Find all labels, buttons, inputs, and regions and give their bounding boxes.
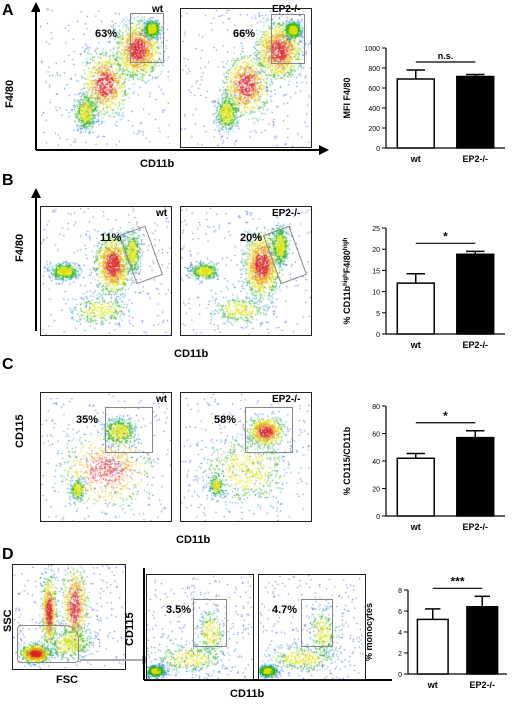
panel-c-wt-percent: 35% <box>76 414 99 426</box>
gate <box>105 407 153 453</box>
panel-a-wt-plot <box>40 8 170 146</box>
y-tick-label: 40 <box>372 459 380 466</box>
category-label: EP2-/- <box>469 680 495 690</box>
panel-a-ep2-label: EP2-/- <box>272 4 301 15</box>
panel-d-ep2-plot <box>258 574 366 680</box>
y-tick-label: 2 <box>398 651 402 658</box>
panel-a-bar-chart: 0 200 400 600 800 1000 MFI F4/80 wt EP2-/- n.s. <box>342 46 505 164</box>
panel-d-fsc-label: FSC <box>56 674 78 686</box>
y-tick-label: 0 <box>376 332 380 339</box>
panel-b-wt-label: wt <box>156 208 168 219</box>
panel-d-wt-percent: 3.5% <box>166 604 192 616</box>
y-axis-label: % CD11bhighF4/80high <box>342 237 352 324</box>
panel-b-y-axis-label: F4/80 <box>14 233 26 262</box>
gate <box>193 599 227 647</box>
panel-d-bar-chart: 0 2 4 6 8 % monocytes wt EP2-/- *** <box>364 574 507 690</box>
panel-c-wt-plot <box>40 392 172 522</box>
gate <box>17 625 79 663</box>
y-tick-label: 25 <box>372 226 380 233</box>
panel-d-axes <box>143 568 392 681</box>
significance-label: *** <box>450 574 464 588</box>
gate <box>130 13 164 63</box>
panel-c-ep2-label: EP2-/- <box>272 394 301 405</box>
gate <box>301 599 333 647</box>
panel-c-letter: C <box>2 356 14 373</box>
panel-c-y-axis-label: CD115 <box>14 414 26 448</box>
gate <box>245 407 293 453</box>
panel-b-ep2-label: EP2-/- <box>272 208 301 219</box>
y-axis-label: % CD115/CD11b <box>342 426 352 495</box>
panel-b-ep2-percent: 20% <box>240 232 263 244</box>
panel-d-ep2-percent: 4.7% <box>272 604 298 616</box>
panel-b-bar-chart: 0 5 10 15 20 25 % CD11bhighF4/80high wt EP2-/- * <box>342 226 505 350</box>
panel-c-ep2-percent: 58% <box>214 414 237 426</box>
significance-label: n.s. <box>438 51 454 61</box>
y-tick-label: 0 <box>376 146 380 153</box>
y-tick-label: 20 <box>372 247 380 254</box>
panel-a-x-axis-label: CD11b <box>140 158 175 170</box>
bar <box>416 618 449 675</box>
significance-label: * <box>443 409 448 423</box>
y-tick-label: 4 <box>398 630 402 637</box>
panel-a-letter: A <box>2 2 14 19</box>
y-axis-label: % monocytes <box>364 603 374 661</box>
panel-d-y-axis-label: CD115 <box>124 612 136 646</box>
gate <box>271 14 305 64</box>
y-tick-label: 5 <box>376 311 380 318</box>
bar <box>466 606 499 675</box>
bar <box>396 457 435 517</box>
bar <box>396 78 435 149</box>
bar <box>396 282 435 335</box>
category-label: wt <box>427 680 438 690</box>
category-label: EP2-/- <box>462 154 488 164</box>
y-tick-label: 80 <box>372 404 380 411</box>
panel-c-ep2-plot <box>180 392 312 522</box>
panel-a-ep2-percent: 66% <box>233 28 256 40</box>
panel-d-ssc-label: SSC <box>2 609 14 632</box>
category-label: wt <box>410 340 421 350</box>
y-axis-label: MFI F4/80 <box>342 77 352 118</box>
panel-c-x-axis-label: CD11b <box>176 534 211 546</box>
y-tick-label: 0 <box>376 514 380 521</box>
bar <box>456 75 495 149</box>
y-tick-label: 10 <box>372 290 380 297</box>
y-tick-label: 20 <box>372 487 380 494</box>
panel-b-axes <box>31 188 41 331</box>
category-label: wt <box>410 522 421 532</box>
y-tick-label: 60 <box>372 432 380 439</box>
panel-b-wt-percent: 11% <box>100 232 122 244</box>
y-tick-label: 800 <box>368 66 380 73</box>
y-tick-label: 600 <box>368 86 380 93</box>
panel-a-ep2-plot <box>180 8 312 148</box>
y-tick-label: 400 <box>368 106 380 113</box>
y-tick-label: 6 <box>398 609 402 616</box>
panel-a-y-axis-label: F4/80 <box>4 79 16 108</box>
y-tick-label: 15 <box>372 268 380 275</box>
y-tick-label: 1000 <box>364 46 380 53</box>
panel-b-wt-plot <box>40 206 172 336</box>
y-tick-label: 8 <box>398 588 402 595</box>
panel-c-bar-chart: 0 20 40 60 80 % CD115/CD11b wt EP2-/- * <box>342 404 505 532</box>
category-label: wt <box>410 154 421 164</box>
panel-a-wt-percent: 63% <box>95 28 118 40</box>
panel-c-wt-label: wt <box>156 394 168 405</box>
significance-label: * <box>443 229 448 243</box>
panel-d-wt-plot <box>146 574 254 680</box>
category-label: EP2-/- <box>462 340 488 350</box>
bar <box>456 253 495 335</box>
y-tick-label: 200 <box>368 126 380 133</box>
panel-b-letter: B <box>2 172 14 189</box>
bar <box>456 436 495 517</box>
panel-a-wt-label: wt <box>152 4 164 15</box>
panel-d-ssc-fsc-plot <box>12 564 126 670</box>
panel-a-axes <box>31 2 329 155</box>
panel-b-ep2-plot <box>180 206 312 336</box>
category-label: EP2-/- <box>462 522 488 532</box>
panel-b-x-axis-label: CD11b <box>174 348 209 360</box>
panel-d-x-axis-label: CD11b <box>230 688 265 700</box>
y-tick-label: 0 <box>398 672 402 679</box>
panel-d-letter: D <box>2 546 14 563</box>
